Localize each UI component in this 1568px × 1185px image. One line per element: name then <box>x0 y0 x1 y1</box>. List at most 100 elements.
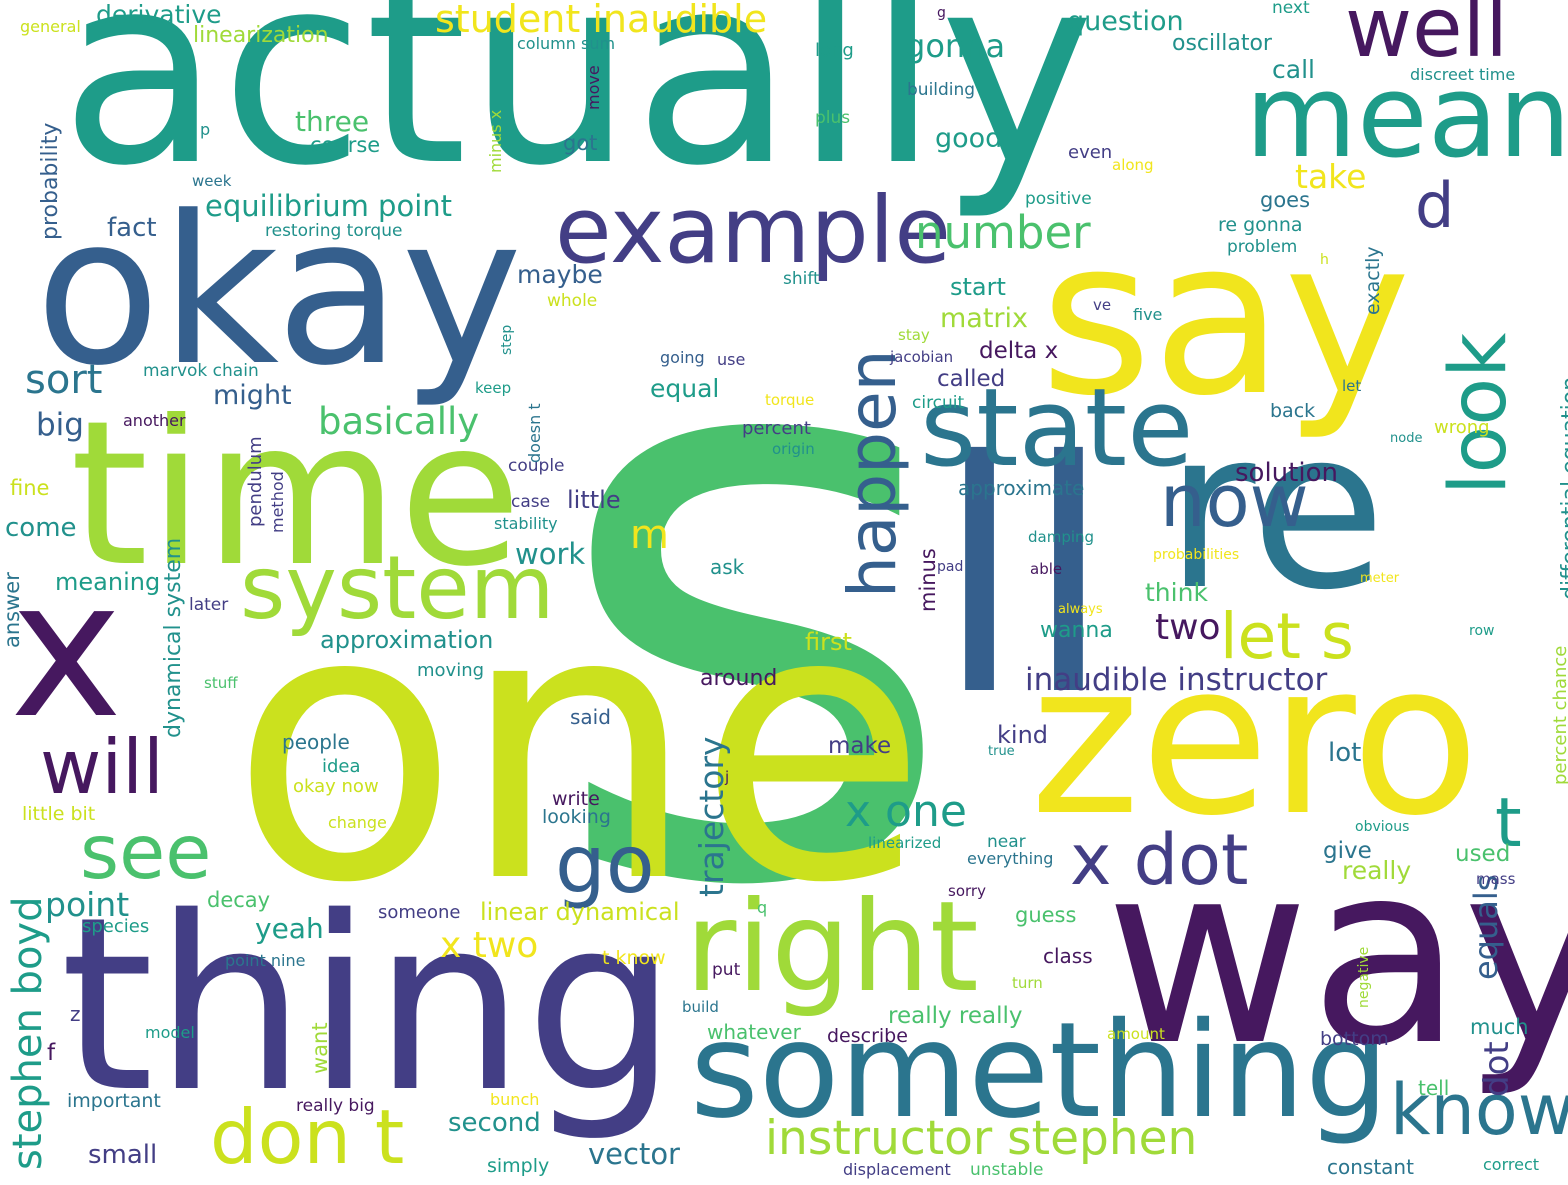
word-fact: fact <box>107 213 157 243</box>
word-important: important <box>67 1090 161 1112</box>
word-around: around <box>700 666 778 691</box>
word-species: species <box>82 916 150 937</box>
word-move: move <box>584 65 603 110</box>
word-first: first <box>805 628 852 656</box>
word-now: now <box>1160 459 1309 543</box>
word-origin: origin <box>772 440 815 458</box>
word-simply: simply <box>487 1155 550 1177</box>
word-okay: okay <box>35 173 523 411</box>
word-point: point <box>45 885 130 924</box>
word-equals: equals <box>1467 874 1505 980</box>
word-know: know <box>1390 1069 1568 1151</box>
word-minus: minus <box>916 548 940 612</box>
word-let: let <box>1342 377 1362 395</box>
word-question: question <box>1067 6 1184 37</box>
word-idea: idea <box>322 756 361 777</box>
word-linearization: linearization <box>193 23 329 48</box>
word-said: said <box>570 705 611 729</box>
word-say: say <box>1040 192 1412 443</box>
word-system: system <box>240 537 555 639</box>
word-keep: keep <box>475 379 512 397</box>
word-make: make <box>828 733 892 759</box>
word-negative: negative <box>1356 946 1372 1008</box>
word-linear-dynamical: linear dynamical <box>480 898 680 926</box>
word-x: x <box>10 539 123 760</box>
word-let-s: let s <box>1220 600 1354 673</box>
word-probabilities: probabilities <box>1153 547 1240 563</box>
word-really: really <box>1342 856 1412 885</box>
word-time: time <box>70 378 522 611</box>
word-pad: pad <box>937 559 964 575</box>
word-basically: basically <box>318 400 480 443</box>
word-j: j <box>725 768 730 786</box>
word-guess: guess <box>1015 903 1077 927</box>
word-got: got <box>563 131 598 155</box>
word-bunch: bunch <box>490 1090 540 1109</box>
word-start: start <box>950 273 1006 301</box>
word-method: method <box>268 471 287 533</box>
word-wanna: wanna <box>1040 618 1113 643</box>
word-solution: solution <box>1235 458 1338 488</box>
word-someone: someone <box>378 902 461 923</box>
word-f: f <box>47 1040 56 1066</box>
word-g: g <box>937 5 946 21</box>
word-right: right <box>685 875 979 1020</box>
word-way: way <box>1105 809 1568 1100</box>
word-derivative: derivative <box>96 0 222 29</box>
word-build: build <box>682 998 719 1016</box>
word-one: one <box>230 529 928 965</box>
word-p: p <box>200 120 211 139</box>
word-happen: happen <box>834 349 911 599</box>
word-little-bit: little bit <box>22 803 96 825</box>
word-come: come <box>5 513 77 543</box>
word-step: step <box>499 324 515 355</box>
word-q: q <box>757 898 768 917</box>
word-going: going <box>660 348 705 367</box>
word-building: building <box>907 80 976 100</box>
word-x-two: x two <box>440 925 539 966</box>
word-little: little <box>567 486 621 514</box>
word-instructor-stephen: instructor stephen <box>765 1111 1198 1166</box>
word-decay: decay <box>207 888 271 912</box>
word-whatever: whatever <box>707 1020 801 1044</box>
word-problem: problem <box>1227 237 1298 257</box>
word-three: three <box>295 105 370 138</box>
word-long: long <box>815 40 854 61</box>
word-much: much <box>1470 1015 1529 1039</box>
word-okay-now: okay now <box>293 776 379 797</box>
word-week: week <box>192 172 232 190</box>
word-goes: goes <box>1260 188 1311 212</box>
word-h: h <box>1320 252 1329 268</box>
word-oscillator: oscillator <box>1172 31 1272 56</box>
word-gonna: gonna <box>905 27 1006 65</box>
word-matrix: matrix <box>940 303 1029 334</box>
word-z: z <box>70 1002 81 1026</box>
word-plus: plus <box>815 108 851 128</box>
word-x-dot: x dot <box>1070 819 1249 901</box>
word-look: look <box>1434 332 1524 495</box>
word-thing: thing <box>60 865 678 1145</box>
word-general: general <box>20 17 81 36</box>
word-case: case <box>511 492 551 512</box>
word-meter: meter <box>1360 571 1400 586</box>
word-couple: couple <box>508 456 565 476</box>
word-state: state <box>920 366 1194 491</box>
word-approximate: approximate <box>958 476 1085 500</box>
word-sort: sort <box>25 357 103 403</box>
word-unstable: unstable <box>970 1160 1044 1180</box>
word-equilibrium-point: equilibrium point <box>205 189 452 223</box>
word-give: give <box>1323 838 1372 864</box>
word-want: want <box>308 1022 332 1074</box>
word-really-big: really big <box>296 1096 375 1116</box>
word-differential-equation: differential equation <box>1558 376 1568 600</box>
word-even: even <box>1068 142 1113 163</box>
word-dot: dot <box>1477 1041 1517 1097</box>
word-ll: ll <box>935 394 1113 766</box>
word-actually: actually <box>60 0 1095 223</box>
word-looking: looking <box>542 806 611 828</box>
word-everything: everything <box>967 849 1054 868</box>
word-delta-x: delta x <box>979 338 1059 364</box>
word-meaning: meaning <box>55 568 161 596</box>
word-percent-chance: percent chance <box>1550 645 1568 785</box>
